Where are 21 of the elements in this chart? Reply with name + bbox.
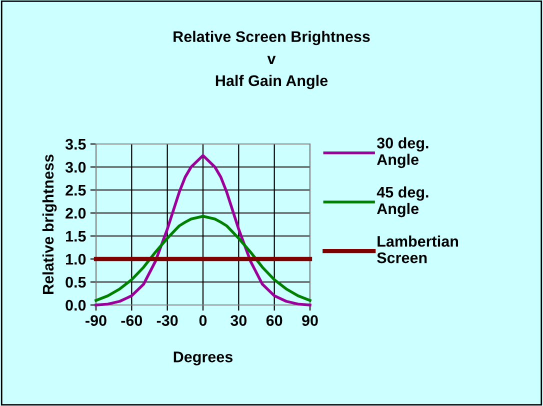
x-tick-label: -60 [121,315,142,326]
x-tick-label: 0 [199,315,207,326]
y-tick-label: 0.0 [66,300,86,311]
y-tick-label: 1.0 [66,254,86,265]
x-axis-title: Degrees [174,352,233,366]
legend-label: 45 deg. Angle [376,186,428,218]
x-tick-label: 60 [266,315,282,326]
x-tick-label: -30 [156,315,178,326]
y-tick-label: 3.0 [65,162,86,173]
chart-title: Relative Screen Brightness v Half Gain Angle [174,30,370,90]
x-tick-label: 90 [302,315,318,326]
legend-label: 30 deg. Angle [376,137,428,168]
legend-label: Lambertian Screen [377,236,458,264]
y-tick-label: 3.5 [65,138,86,150]
x-tick-label: 30 [230,315,247,326]
y-tick-label: 0.5 [66,276,86,288]
x-tick-label: -90 [86,315,106,326]
y-axis-title: Relative brightness [42,154,57,294]
y-tick-label: 2.0 [66,208,86,219]
y-tick-label: 2.5 [66,184,86,196]
y-tick-label: 1.5 [66,231,86,242]
